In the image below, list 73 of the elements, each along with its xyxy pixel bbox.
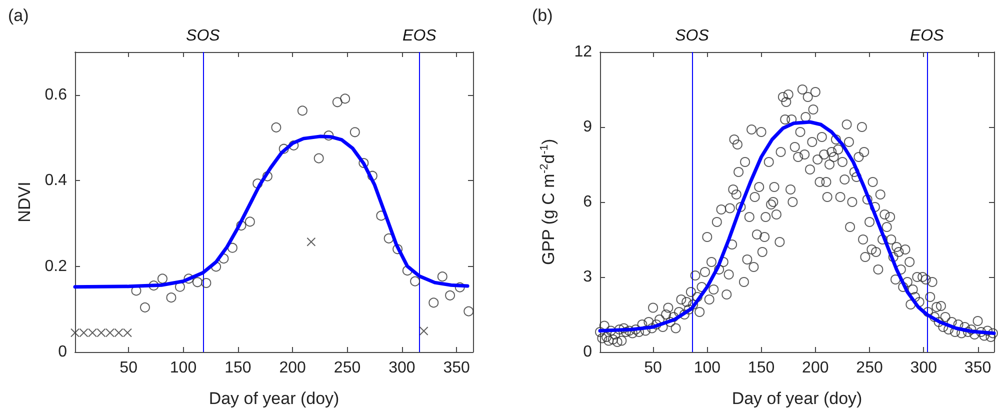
point	[445, 290, 456, 300]
point	[252, 178, 263, 189]
point	[114, 328, 124, 338]
point	[454, 282, 465, 292]
ref-line-label: SOS	[675, 28, 710, 44]
ref-line-label: EOS	[910, 28, 944, 44]
y-tick-label: 0	[583, 344, 592, 360]
point	[340, 94, 350, 104]
y-axis-title: NDVI	[15, 182, 34, 222]
point	[140, 302, 150, 312]
ref-line-label: SOS	[186, 28, 220, 44]
point	[174, 282, 185, 292]
point	[419, 326, 428, 336]
x-tick-label: 50	[644, 360, 662, 376]
point	[367, 170, 378, 181]
x-tick-label: 350	[964, 360, 992, 376]
point	[105, 328, 114, 338]
point	[350, 127, 360, 138]
point	[192, 277, 202, 288]
point	[201, 278, 212, 288]
point	[70, 328, 80, 338]
y-tick-label: 3	[583, 268, 592, 286]
x-tick-label: 200	[802, 360, 829, 376]
y-axis-title: GPP (g C m-2d-1)	[538, 138, 558, 266]
point	[288, 140, 299, 150]
y-tick-label: 0.6	[44, 86, 68, 104]
y-tick-label: 0.4	[44, 172, 68, 190]
point	[227, 242, 238, 253]
y-tick-label: 12	[574, 44, 592, 60]
x-tick-label: 100	[694, 360, 721, 376]
y-tick-label: 6	[583, 194, 592, 210]
ref-line-label: EOS	[402, 28, 437, 44]
x-tick-label: 150	[224, 360, 252, 376]
point	[358, 158, 369, 168]
point	[464, 306, 474, 316]
point	[122, 328, 132, 338]
point	[297, 106, 308, 116]
x-tick-label: 300	[910, 360, 938, 376]
point	[324, 130, 334, 141]
point	[437, 272, 448, 282]
x-tick-label: 200	[279, 360, 306, 376]
point	[166, 292, 176, 303]
point	[278, 144, 289, 154]
point	[244, 216, 255, 227]
x-tick-label: 150	[748, 360, 775, 376]
x-axis-title: Day of year (doy)	[732, 389, 862, 408]
point	[88, 328, 97, 338]
point	[157, 274, 168, 284]
point	[79, 328, 88, 338]
point	[410, 276, 420, 286]
point	[306, 237, 316, 246]
point	[148, 280, 159, 291]
point	[314, 153, 324, 164]
y-tick-label: 0	[58, 344, 68, 360]
x-tick-label: 250	[856, 360, 883, 376]
point	[392, 244, 403, 254]
y-tick-label: 9	[583, 118, 592, 136]
x-tick-label: 250	[334, 360, 361, 376]
point	[184, 274, 194, 284]
point	[428, 298, 439, 308]
x-axis-title: Day of year (doy)	[208, 389, 340, 408]
x-tick-label: 300	[388, 360, 416, 376]
x-tick-label: 50	[120, 360, 138, 376]
x-tick-label: 350	[443, 360, 470, 376]
y-tick-label: 0.2	[44, 258, 68, 275]
point	[262, 171, 272, 182]
point	[236, 220, 246, 231]
chart-title: (a)	[8, 6, 29, 25]
point	[271, 122, 282, 132]
chart-title: (b)	[532, 6, 553, 25]
point	[96, 328, 106, 338]
point	[332, 97, 342, 108]
x-tick-label: 100	[170, 360, 197, 376]
